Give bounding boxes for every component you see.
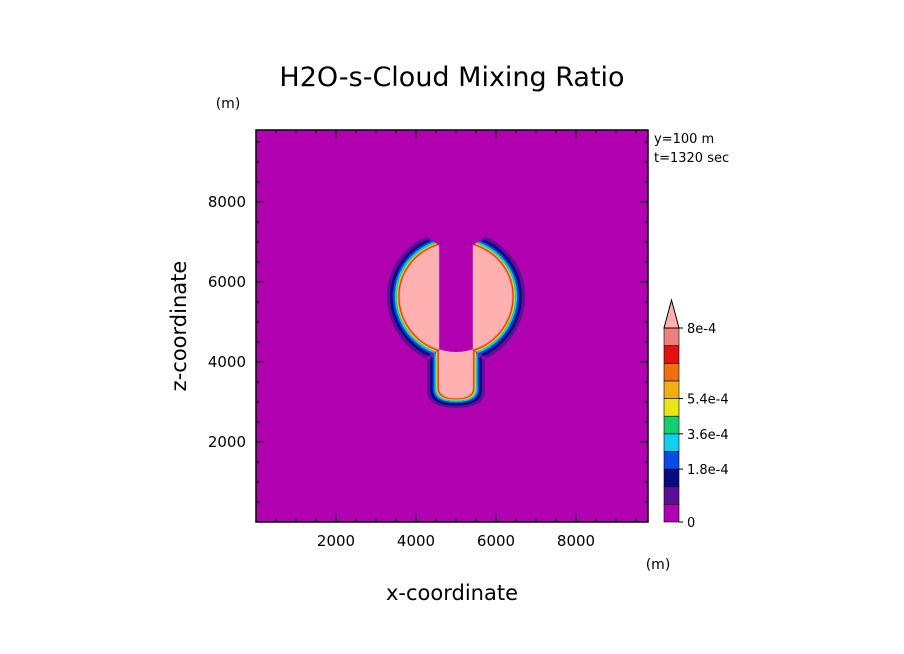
y-tick-label: 8000 bbox=[208, 193, 246, 211]
x-unit-label: (m) bbox=[646, 557, 671, 573]
y-tick-label: 4000 bbox=[208, 353, 246, 371]
colorbar-swatch bbox=[663, 468, 680, 488]
colorbar-tick-label: 5.4e-4 bbox=[687, 393, 729, 408]
plot-frame bbox=[255, 129, 649, 523]
colorbar-extend-arrow bbox=[663, 298, 680, 329]
y-tick-label: 2000 bbox=[208, 433, 246, 451]
colorbar-swatch bbox=[663, 433, 680, 452]
x-tick-label: 2000 bbox=[317, 532, 355, 550]
colorbar-tick-label: 8e-4 bbox=[687, 322, 716, 337]
colorbar-swatch bbox=[663, 327, 680, 346]
colorbar-swatch bbox=[663, 362, 680, 382]
colorbar-swatch bbox=[663, 415, 680, 435]
cloud-field bbox=[386, 236, 526, 408]
colorbar-swatch bbox=[663, 486, 680, 505]
chart-title: H2O-s-Cloud Mixing Ratio bbox=[279, 62, 624, 93]
colorbar-swatch bbox=[663, 398, 680, 417]
colorbar-swatch bbox=[663, 504, 680, 523]
colorbar-swatch bbox=[663, 380, 680, 399]
colorbar-swatch bbox=[663, 345, 680, 364]
colorbar-swatch bbox=[663, 451, 680, 470]
annotation-time: t=1320 sec bbox=[654, 151, 729, 166]
x-tick-label: 6000 bbox=[477, 532, 515, 550]
y-unit-label: (m) bbox=[216, 96, 241, 112]
colorbar-tick-label: 3.6e-4 bbox=[687, 428, 729, 443]
plot-background bbox=[256, 130, 648, 522]
y-axis-label: z-coordinate bbox=[167, 261, 191, 392]
contour-band bbox=[400, 245, 512, 398]
x-axis-label: x-coordinate bbox=[386, 581, 518, 605]
colorbar-tick-label: 1.8e-4 bbox=[687, 463, 729, 478]
x-axis: 2000 4000 6000 8000 bbox=[275, 130, 637, 550]
x-tick-label: 8000 bbox=[557, 532, 595, 550]
colorbar-tick-label: 0 bbox=[687, 516, 695, 531]
x-tick-label: 4000 bbox=[397, 532, 435, 550]
colorbar: 0 1.8e-4 3.6e-4 5.4e-4 8e-4 bbox=[663, 298, 729, 531]
y-axis: 2000 4000 6000 8000 bbox=[208, 141, 648, 503]
annotation-y-position: y=100 m bbox=[654, 132, 714, 147]
y-tick-label: 6000 bbox=[208, 273, 246, 291]
